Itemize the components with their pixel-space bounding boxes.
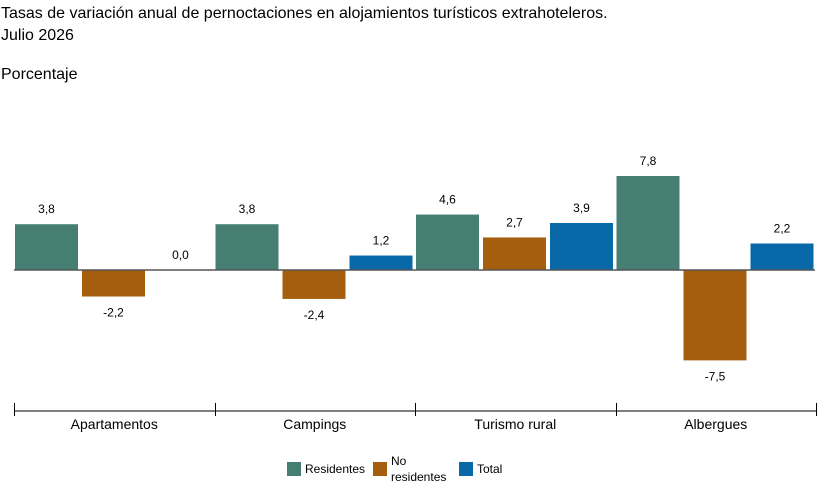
data-label-albergues-total: 2,2 (774, 221, 791, 235)
legend-swatch-total (459, 462, 473, 476)
legend-label-residentes: Residentes (305, 462, 366, 476)
legend-swatch-no-residentes (373, 462, 387, 476)
bar-campings-no-residentes (282, 270, 346, 299)
legend-item-residentes: Residentes (287, 455, 365, 477)
chart-title-line-2: Julio 2026 (1, 27, 74, 44)
bar-turismo-rural-total (550, 223, 613, 270)
x-tick-label-turismo-rural: Turismo rural (474, 416, 556, 432)
data-label-apartamentos-no-residentes: -2,2 (103, 306, 124, 320)
data-label-turismo-rural-residentes: 4,6 (439, 193, 456, 207)
bar-turismo-rural-no-residentes (483, 237, 546, 270)
data-label-campings-no-residentes: -2,4 (304, 308, 325, 322)
chart-title: Tasas de variación anual de pernoctacion… (1, 3, 608, 47)
data-label-turismo-rural-total: 3,9 (573, 201, 590, 215)
legend-swatch-residentes (287, 462, 301, 476)
data-label-albergues-no-residentes: -7,5 (705, 369, 726, 383)
bar-apartamentos-residentes (15, 224, 78, 270)
legend: Residentes No residentes Total (0, 454, 827, 490)
legend-item-total: Total (459, 455, 502, 477)
bar-turismo-rural-residentes (416, 214, 479, 270)
bar-albergues-residentes (616, 176, 680, 270)
x-tick-label-campings: Campings (283, 416, 346, 432)
data-label-apartamentos-residentes: 3,8 (38, 202, 55, 216)
data-label-campings-residentes: 3,8 (239, 202, 256, 216)
data-label-apartamentos-total: 0,0 (172, 248, 189, 262)
legend-label-no-residentes: No residentes (391, 454, 447, 484)
data-label-turismo-rural-no-residentes: 2,7 (506, 215, 523, 229)
chart-title-line-1: Tasas de variación anual de pernoctacion… (1, 5, 608, 22)
bar-campings-residentes (215, 224, 279, 270)
x-tick-label-albergues: Albergues (684, 416, 747, 432)
x-tick-label-apartamentos: Apartamentos (71, 416, 158, 432)
data-label-albergues-residentes: 7,8 (640, 154, 657, 168)
legend-label-total: Total (477, 462, 503, 476)
bar-chart: 3,8 -2,2 0,0 3,8 -2,4 1,2 4,6 2,7 3,9 7,8 -7,5 2,2 A… (14, 154, 817, 432)
y-axis-label: Porcentaje (1, 66, 78, 83)
bar-apartamentos-no-residentes (82, 270, 145, 297)
bar-albergues-no-residentes (683, 270, 747, 361)
bar-campings-total (349, 255, 413, 270)
bar-albergues-total (750, 243, 814, 270)
legend-item-no-residentes: No residentes (373, 454, 447, 485)
data-label-campings-total: 1,2 (373, 234, 390, 248)
